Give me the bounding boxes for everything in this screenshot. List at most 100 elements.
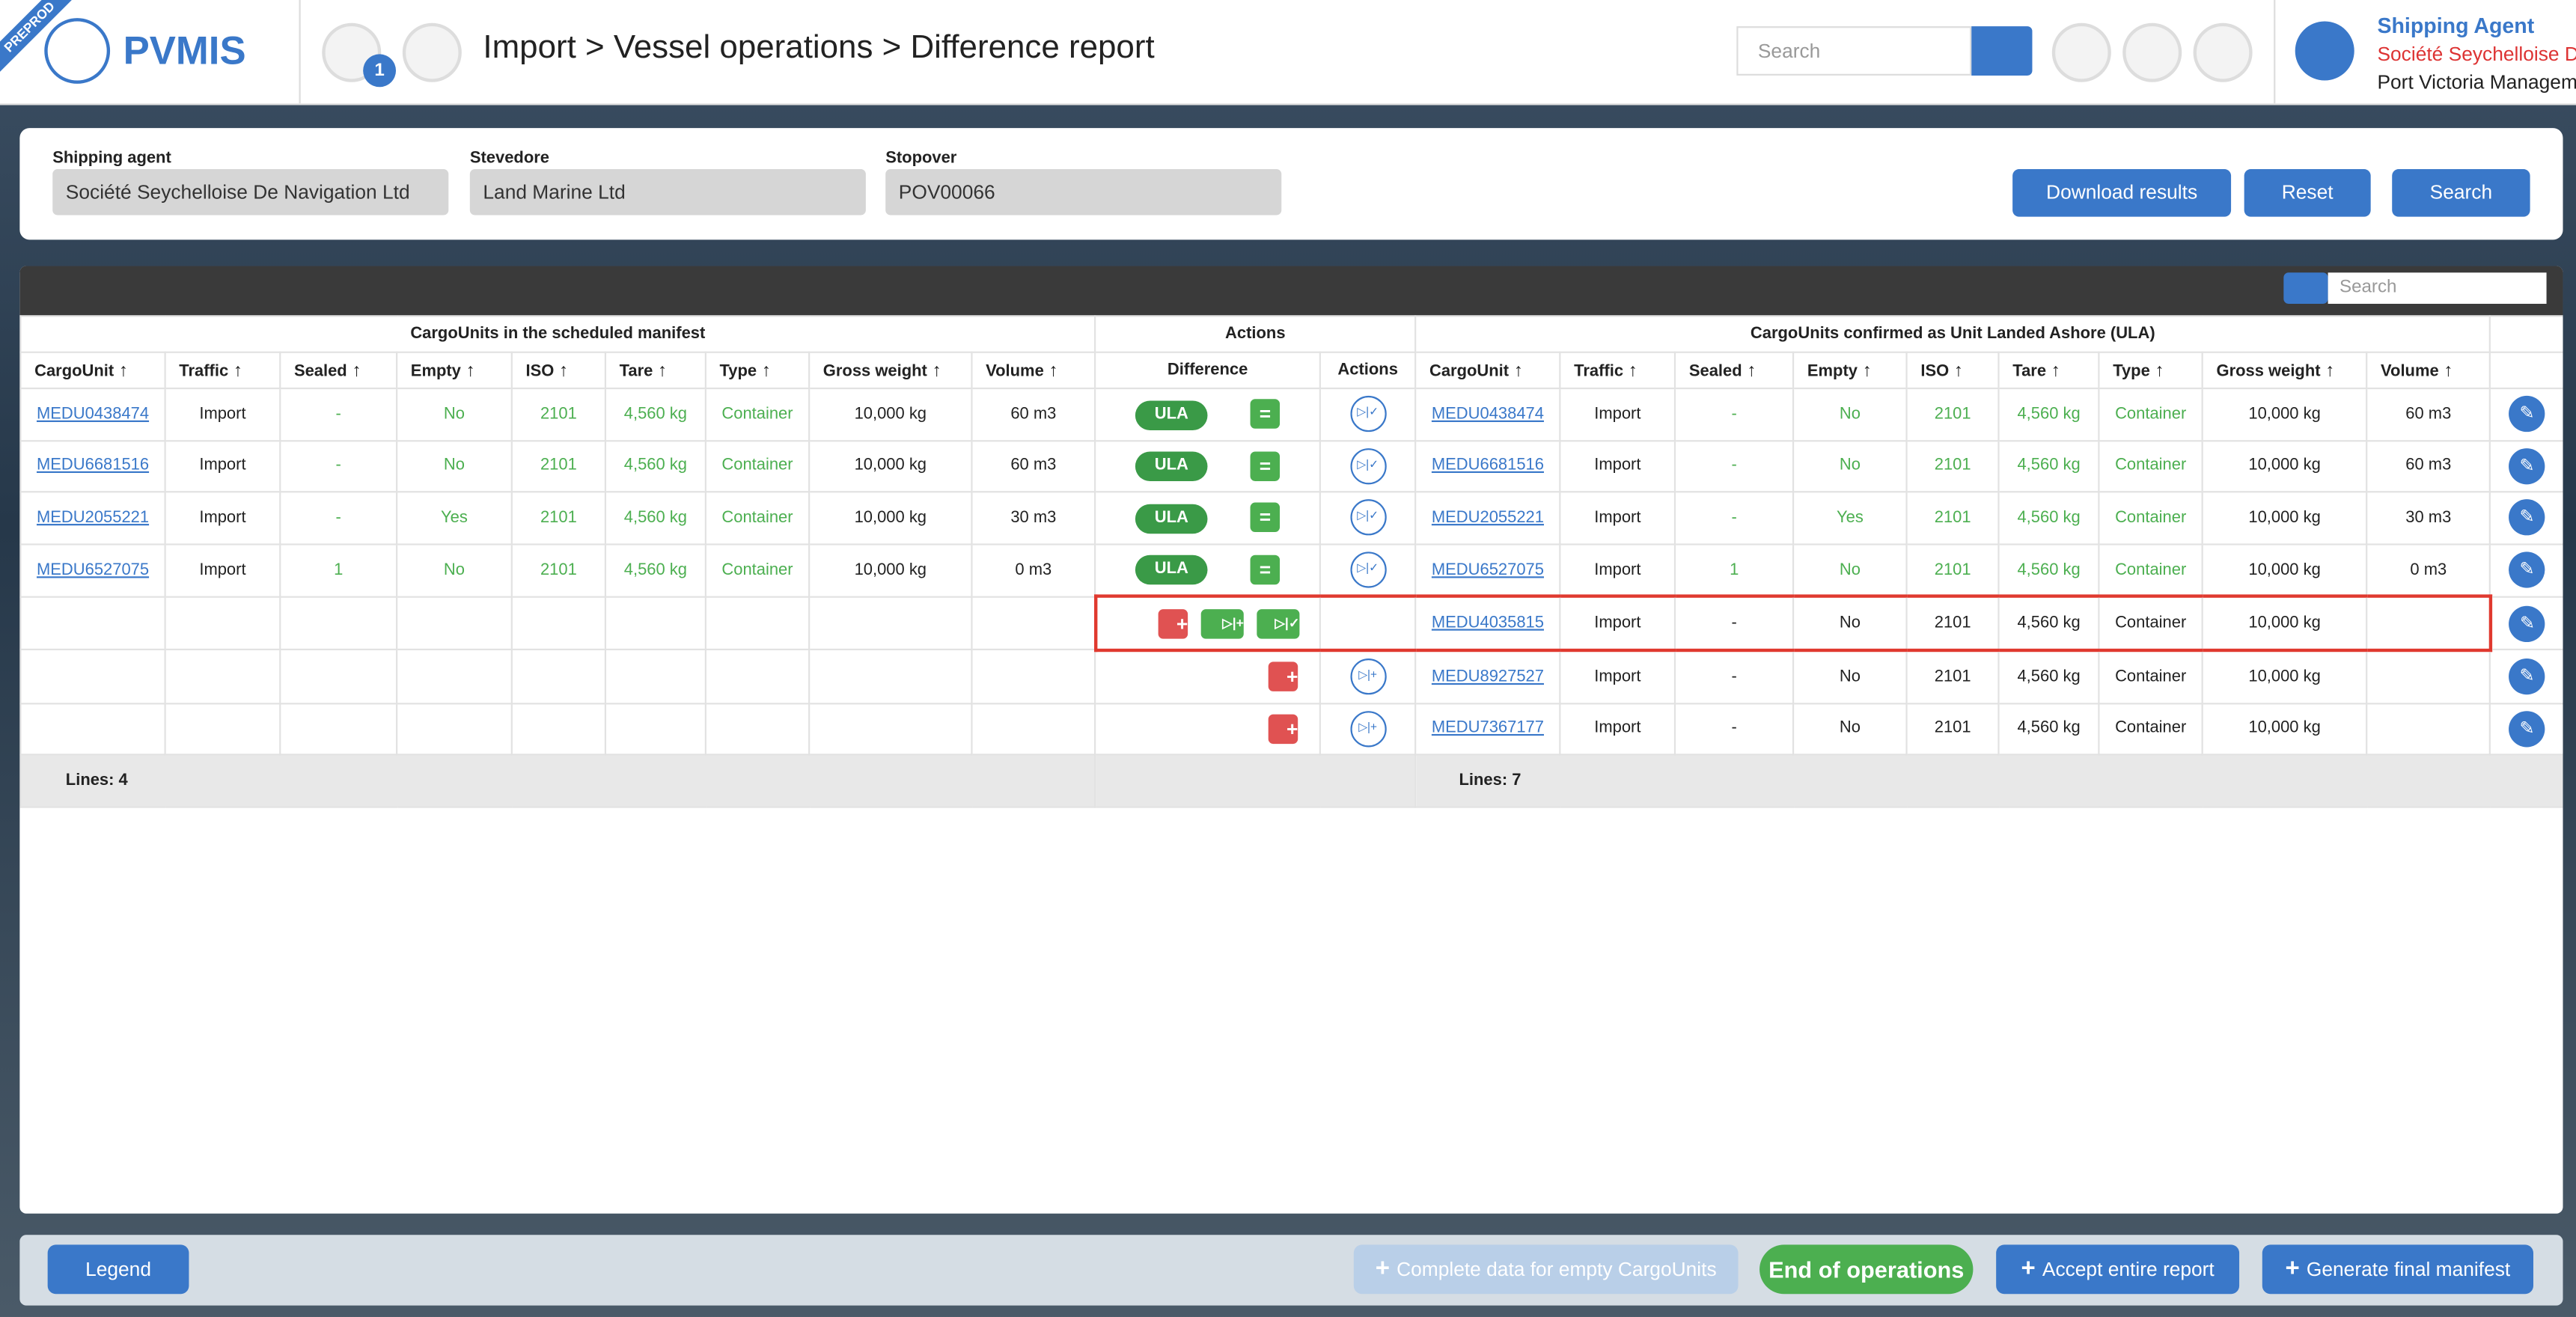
cargo-unit-link[interactable]: MEDU4035815 xyxy=(1414,595,1561,653)
column-header[interactable]: Traffic xyxy=(1559,351,1676,390)
action-button[interactable]: ▷|+ xyxy=(1349,658,1386,695)
logo-icon xyxy=(44,18,111,84)
cell xyxy=(279,649,398,704)
column-header[interactable]: Sealed xyxy=(1674,351,1795,390)
edit-button[interactable]: ✎ xyxy=(2509,552,2545,589)
filter-button[interactable]: Reset xyxy=(2244,169,2371,217)
column-header[interactable]: Empty xyxy=(1792,351,1908,390)
cell: 4,560 kg xyxy=(1997,595,2100,653)
cell: - xyxy=(1674,595,1795,653)
column-header[interactable]: Tare xyxy=(1997,351,2100,390)
filter-button[interactable]: Search xyxy=(2392,169,2530,217)
equal-button[interactable]: = xyxy=(1250,450,1281,481)
info-button[interactable] xyxy=(2193,22,2253,82)
action-button[interactable]: ▷|✓ xyxy=(1349,447,1386,485)
settings-button[interactable] xyxy=(2122,22,2182,82)
cell: Import xyxy=(1559,649,1676,704)
action-button[interactable]: ▷|+ xyxy=(1349,710,1386,748)
column-header[interactable]: Type xyxy=(2098,351,2203,390)
column-header[interactable]: Sealed xyxy=(279,351,398,390)
equal-button[interactable]: = xyxy=(1250,502,1281,533)
legend-button[interactable]: Legend xyxy=(47,1244,189,1295)
footer-button[interactable]: Generate final manifest xyxy=(2262,1244,2533,1295)
column-header-row: CargoUnitTrafficSealedEmptyISOTareTypeGr… xyxy=(19,351,2563,390)
table-search[interactable]: Search xyxy=(2328,272,2547,304)
filter-button[interactable] xyxy=(2283,272,2328,304)
cargo-unit-link[interactable]: MEDU0438474 xyxy=(19,387,166,441)
add-button[interactable]: + xyxy=(1268,661,1298,692)
cargo-unit-link[interactable]: MEDU8927527 xyxy=(1414,649,1561,704)
notifications-button[interactable] xyxy=(322,22,382,82)
cargo-unit-link[interactable]: MEDU2055221 xyxy=(1414,491,1561,546)
equal-button[interactable]: = xyxy=(1250,399,1281,429)
cell xyxy=(971,596,1096,652)
cell xyxy=(808,702,973,756)
cell xyxy=(510,702,607,756)
add-button[interactable]: + xyxy=(1268,714,1298,744)
cell: 4,560 kg xyxy=(1997,439,2100,493)
column-header[interactable]: Type xyxy=(704,351,811,390)
add-button[interactable]: + xyxy=(1158,608,1188,638)
cell: Import xyxy=(1559,439,1676,493)
action-button[interactable]: ▷|✓ xyxy=(1349,500,1386,537)
filter-button[interactable]: Download results xyxy=(2012,169,2232,217)
logout-button[interactable] xyxy=(2051,22,2111,82)
cell xyxy=(704,649,811,704)
cell: Import xyxy=(1559,595,1676,653)
cell xyxy=(808,649,973,704)
edit-button[interactable]: ✎ xyxy=(2509,658,2545,695)
filter-input[interactable]: POV00066 xyxy=(885,169,1282,216)
difference-cell: + xyxy=(1094,649,1322,704)
search-button[interactable] xyxy=(1971,26,2033,76)
cell: - xyxy=(1674,649,1795,704)
footer-button[interactable]: Accept entire report xyxy=(1996,1244,2240,1295)
column-header[interactable]: ISO xyxy=(1905,351,2000,390)
cell xyxy=(396,596,513,652)
actions-cell: ▷|+ xyxy=(1319,702,1417,756)
cell: Container xyxy=(2098,595,2203,653)
filter-input[interactable]: Société Seychelloise De Navigation Ltd xyxy=(52,169,449,216)
accept-check-button[interactable]: ▷|✓ xyxy=(1257,608,1300,638)
edit-cell: ✎ xyxy=(2489,439,2563,493)
column-header[interactable]: ISO xyxy=(510,351,607,390)
cargo-unit-link[interactable]: MEDU6681516 xyxy=(19,439,166,493)
filter-input[interactable]: Land Marine Ltd xyxy=(469,169,866,216)
column-header[interactable]: Traffic xyxy=(164,351,281,390)
accept-add-button[interactable]: ▷|+ xyxy=(1200,608,1244,638)
cell: - xyxy=(1674,387,1795,441)
cargo-unit-link[interactable]: MEDU6681516 xyxy=(1414,439,1561,493)
column-header[interactable]: CargoUnit xyxy=(1414,351,1561,390)
cargo-unit-link[interactable]: MEDU0438474 xyxy=(1414,387,1561,441)
refresh-button[interactable] xyxy=(402,22,462,82)
action-button[interactable]: ▷|✓ xyxy=(1349,396,1386,433)
divider xyxy=(299,0,301,104)
edit-button[interactable]: ✎ xyxy=(2509,396,2545,433)
column-header[interactable]: CargoUnit xyxy=(19,351,166,390)
search-input[interactable]: Search xyxy=(1736,26,1972,76)
cargo-unit-link[interactable]: MEDU6527075 xyxy=(1414,543,1561,598)
column-header[interactable]: Volume xyxy=(2366,351,2491,390)
cell: Container xyxy=(2098,543,2203,598)
cargo-unit-link xyxy=(19,702,166,756)
action-button[interactable]: ▷|✓ xyxy=(1349,551,1386,588)
edit-button[interactable]: ✎ xyxy=(2509,500,2545,537)
column-header: Actions xyxy=(1319,351,1417,390)
cell: 1 xyxy=(279,543,398,598)
cargo-unit-link[interactable]: MEDU2055221 xyxy=(19,491,166,546)
cargo-unit-link[interactable]: MEDU6527075 xyxy=(19,543,166,598)
cell xyxy=(510,596,607,652)
edit-button[interactable]: ✎ xyxy=(2509,710,2545,748)
cargo-unit-link[interactable]: MEDU7367177 xyxy=(1414,702,1561,756)
footer-button[interactable]: End of operations xyxy=(1759,1244,1974,1295)
equal-button[interactable]: = xyxy=(1250,554,1281,584)
edit-button[interactable]: ✎ xyxy=(2509,447,2545,485)
column-header[interactable]: Tare xyxy=(604,351,706,390)
column-header[interactable]: Volume xyxy=(971,351,1096,390)
column-header[interactable]: Empty xyxy=(396,351,513,390)
filter-panel: Shipping agent Société Seychelloise De Na… xyxy=(19,128,2563,240)
cell: Import xyxy=(164,543,281,598)
column-header[interactable]: Gross weight xyxy=(808,351,973,390)
column-header[interactable]: Gross weight xyxy=(2201,351,2368,390)
edit-button[interactable]: ✎ xyxy=(2509,605,2546,642)
